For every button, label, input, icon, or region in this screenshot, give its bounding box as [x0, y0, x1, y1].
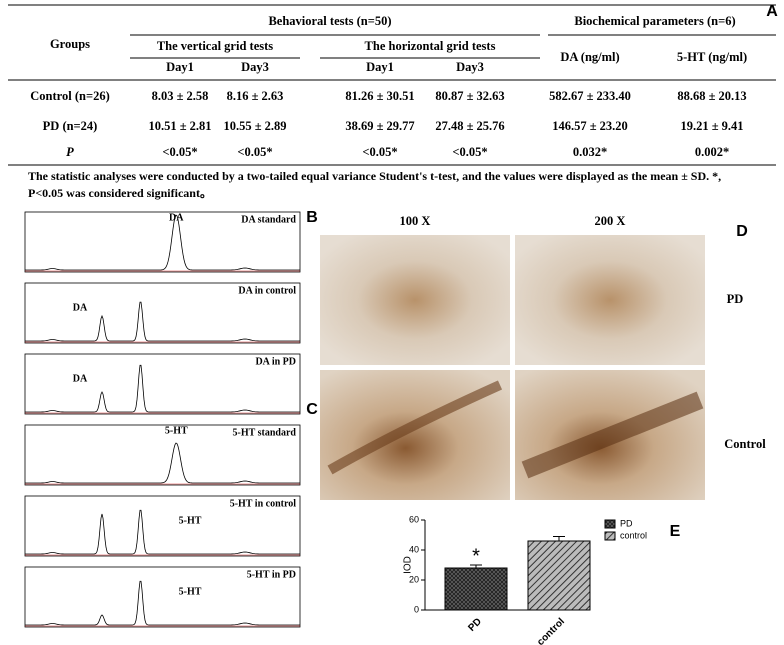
- cell: 80.87 ± 32.63: [435, 89, 504, 103]
- plot-frame: [24, 353, 301, 415]
- column-label: 100 X: [400, 214, 431, 228]
- trace-label: 5-HT in PD: [247, 569, 296, 580]
- panel-letter: E: [670, 523, 681, 540]
- header: Biochemical parameters (n=6): [574, 14, 735, 28]
- y-tick-label: 0: [414, 604, 419, 614]
- peak-label: DA: [169, 212, 184, 223]
- trace: [25, 301, 300, 342]
- trace-label: 5-HT standard: [233, 427, 297, 438]
- chromatogram: DA standard DA: [24, 211, 301, 273]
- cell: <0.05*: [362, 145, 397, 159]
- stain: [521, 391, 704, 479]
- cell: 27.48 ± 25.76: [435, 119, 504, 133]
- trace: [25, 442, 300, 484]
- cell: 88.68 ± 20.13: [677, 89, 746, 103]
- trace: [25, 580, 300, 626]
- cell: 146.57 ± 23.20: [552, 119, 628, 133]
- cell: 10.51 ± 2.81: [148, 119, 211, 133]
- cell: 0.032*: [573, 145, 607, 159]
- cell: <0.05*: [452, 145, 487, 159]
- y-tick-label: 40: [409, 544, 419, 554]
- legend-swatch: [604, 519, 616, 529]
- cell: P: [66, 145, 74, 159]
- chromatogram: DA in PD DA: [24, 353, 301, 415]
- header: Day3: [456, 60, 484, 74]
- chromatogram: 5-HT in control 5-HT: [24, 495, 301, 557]
- trace-label: DA in PD: [255, 356, 296, 367]
- cell: <0.05*: [162, 145, 197, 159]
- trace-label: 5-HT in control: [230, 498, 297, 509]
- legend-label: PD: [620, 518, 633, 528]
- column-label: 200 X: [595, 214, 626, 228]
- error-bar: [553, 536, 565, 541]
- annotation: *: [472, 545, 480, 567]
- panel-letter: B: [306, 209, 318, 226]
- chromatogram: DA in control DA: [24, 282, 301, 344]
- trace: [25, 214, 300, 271]
- cell: 19.21 ± 9.41: [680, 119, 743, 133]
- plot-frame: [24, 211, 301, 273]
- chromatogram: 5-HT in PD 5-HT: [24, 566, 301, 628]
- legend-label: control: [620, 530, 647, 540]
- header: DA (ng/ml): [560, 50, 619, 64]
- panel-letter: C: [306, 401, 318, 418]
- peak-label: DA: [73, 373, 88, 384]
- row-label: PD: [727, 292, 744, 306]
- plot-frame: [24, 424, 301, 486]
- header: 5-HT (ng/ml): [677, 50, 747, 64]
- cell: <0.05*: [237, 145, 272, 159]
- table: [8, 4, 776, 166]
- peak-label: 5-HT: [165, 425, 188, 436]
- cell: 8.03 ± 2.58: [152, 89, 209, 103]
- x-tick-label: PD: [466, 616, 484, 634]
- header: Groups: [50, 37, 90, 51]
- micrographs: [320, 235, 705, 500]
- header: The horizontal grid tests: [365, 39, 496, 53]
- chromatogram: 5-HT standard 5-HT: [24, 424, 301, 486]
- stain: [327, 380, 503, 475]
- trace-label: DA in control: [238, 285, 296, 296]
- cell: 81.26 ± 30.51: [345, 89, 414, 103]
- cell: 0.002*: [695, 145, 729, 159]
- micrograph: [320, 235, 510, 365]
- bar: [444, 567, 508, 611]
- plot-frame: [24, 282, 301, 344]
- y-tick-label: 60: [409, 514, 419, 524]
- trace-label: DA standard: [241, 214, 296, 225]
- micrograph: [515, 235, 705, 365]
- plot-frame: [24, 495, 301, 557]
- peak-label: 5-HT: [179, 515, 202, 526]
- cell: 8.16 ± 2.63: [227, 89, 284, 103]
- bar: [527, 540, 591, 611]
- panel-letter: A: [766, 3, 778, 20]
- header: The vertical grid tests: [157, 39, 273, 53]
- y-tick-label: 20: [409, 574, 419, 584]
- cell: Control (n=26): [30, 89, 109, 103]
- header: Day1: [166, 60, 194, 74]
- panel-letter: D: [736, 223, 748, 240]
- header: Behavioral tests (n=50): [268, 14, 391, 28]
- error-bar: [470, 564, 482, 568]
- cell: 10.55 ± 2.89: [223, 119, 286, 133]
- trace: [25, 364, 300, 413]
- header: Day1: [366, 60, 394, 74]
- x-tick-label: control: [535, 616, 567, 645]
- cell: 582.67 ± 233.40: [549, 89, 631, 103]
- header: Day3: [241, 60, 269, 74]
- peak-label: DA: [73, 302, 88, 313]
- plot-frame: [24, 566, 301, 628]
- trace: [25, 509, 300, 555]
- cell: PD (n=24): [43, 119, 98, 133]
- peak-label: 5-HT: [179, 586, 202, 597]
- cell: 38.69 ± 29.77: [345, 119, 414, 133]
- row-label: Control: [724, 437, 766, 451]
- y-axis-label: IOD: [403, 556, 414, 574]
- table-note: The statistic analyses were conducted by…: [28, 169, 722, 200]
- legend-swatch: [604, 531, 616, 541]
